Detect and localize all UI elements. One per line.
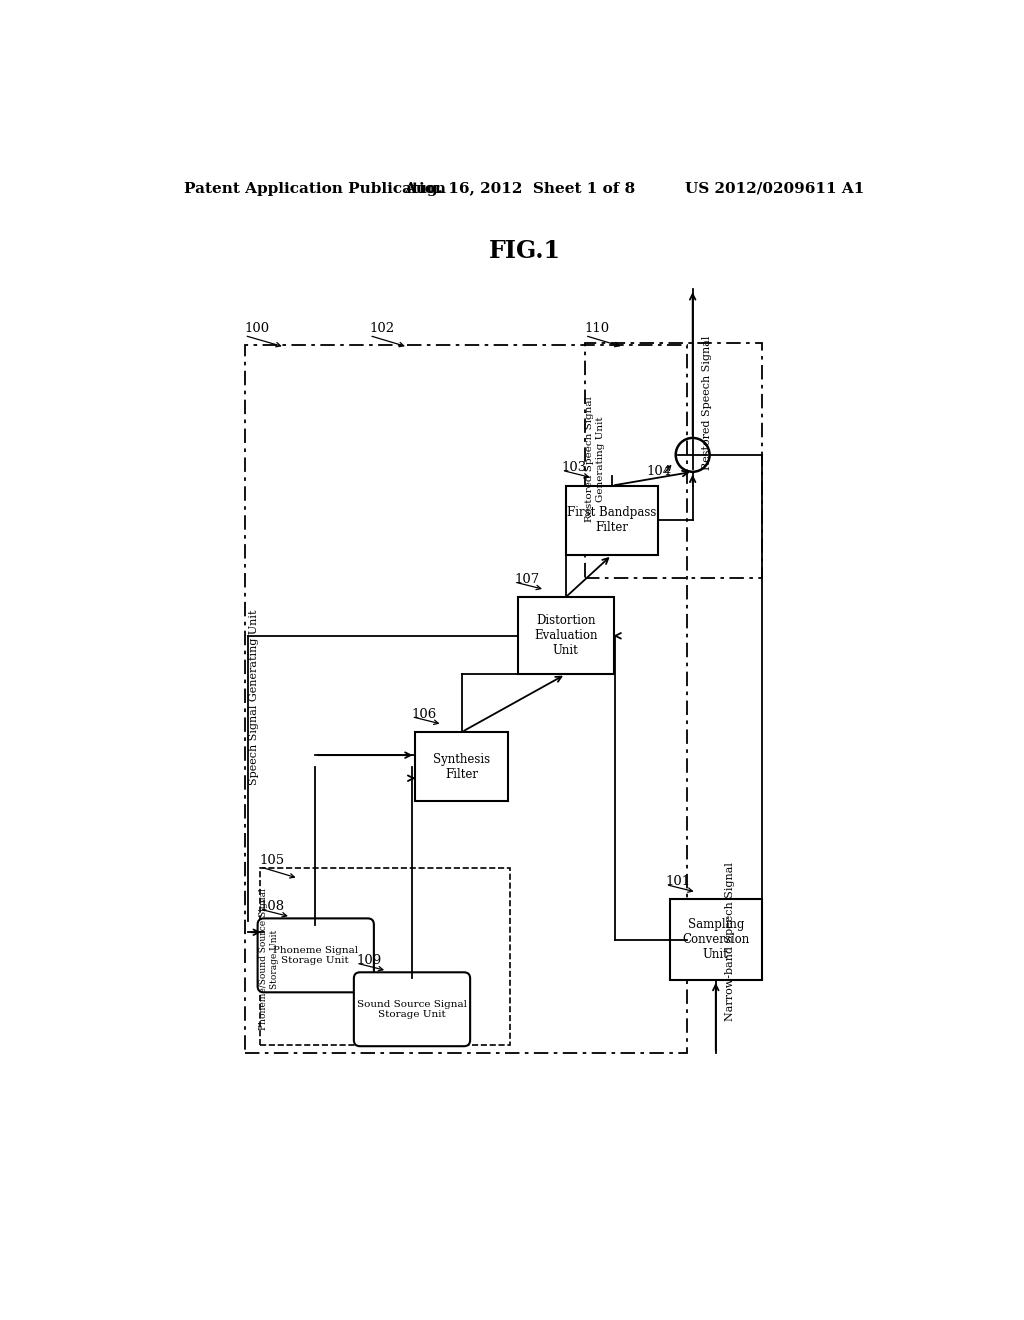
Bar <box>585 343 762 578</box>
Text: Sampling
Conversion
Unit: Sampling Conversion Unit <box>682 919 750 961</box>
Text: 100: 100 <box>245 322 269 335</box>
Text: FIG.1: FIG.1 <box>488 239 561 263</box>
Text: 103: 103 <box>562 461 587 474</box>
Text: Speech Signal Generating Unit: Speech Signal Generating Unit <box>249 610 259 785</box>
Text: 102: 102 <box>370 322 394 335</box>
Text: Sound Source Signal
Storage Unit: Sound Source Signal Storage Unit <box>356 999 467 1019</box>
Bar <box>245 345 687 1053</box>
Text: 108: 108 <box>260 900 285 913</box>
Bar <box>416 733 508 801</box>
Bar <box>260 869 510 1045</box>
Text: First Bandpass
Filter: First Bandpass Filter <box>567 507 656 535</box>
Text: 105: 105 <box>260 854 285 867</box>
FancyBboxPatch shape <box>258 919 374 993</box>
Text: 101: 101 <box>666 875 691 888</box>
Text: Distortion
Evaluation
Unit: Distortion Evaluation Unit <box>534 614 597 657</box>
Text: Restored Speech Signal: Restored Speech Signal <box>701 335 712 470</box>
Text: 104: 104 <box>646 465 672 478</box>
Bar <box>565 486 658 554</box>
Text: Patent Application Publication: Patent Application Publication <box>184 182 446 195</box>
Text: 107: 107 <box>514 573 540 586</box>
Text: US 2012/0209611 A1: US 2012/0209611 A1 <box>685 182 864 195</box>
Text: Narrow-band Speech Signal: Narrow-band Speech Signal <box>725 862 735 1020</box>
Text: Aug. 16, 2012  Sheet 1 of 8: Aug. 16, 2012 Sheet 1 of 8 <box>403 182 635 195</box>
Text: Phoneme Signal
Storage Unit: Phoneme Signal Storage Unit <box>272 945 358 965</box>
Text: 109: 109 <box>356 954 381 966</box>
Bar <box>518 597 614 675</box>
Text: Restored Speech Signal
Generating Unit: Restored Speech Signal Generating Unit <box>585 396 604 521</box>
Text: 110: 110 <box>585 322 610 335</box>
Text: Synthesis
Filter: Synthesis Filter <box>433 752 490 780</box>
Bar <box>670 899 762 979</box>
Text: Phoneme/Sound Source Signal
Storage Unit: Phoneme/Sound Source Signal Storage Unit <box>259 888 279 1030</box>
Text: 106: 106 <box>412 708 437 721</box>
FancyBboxPatch shape <box>354 973 470 1047</box>
